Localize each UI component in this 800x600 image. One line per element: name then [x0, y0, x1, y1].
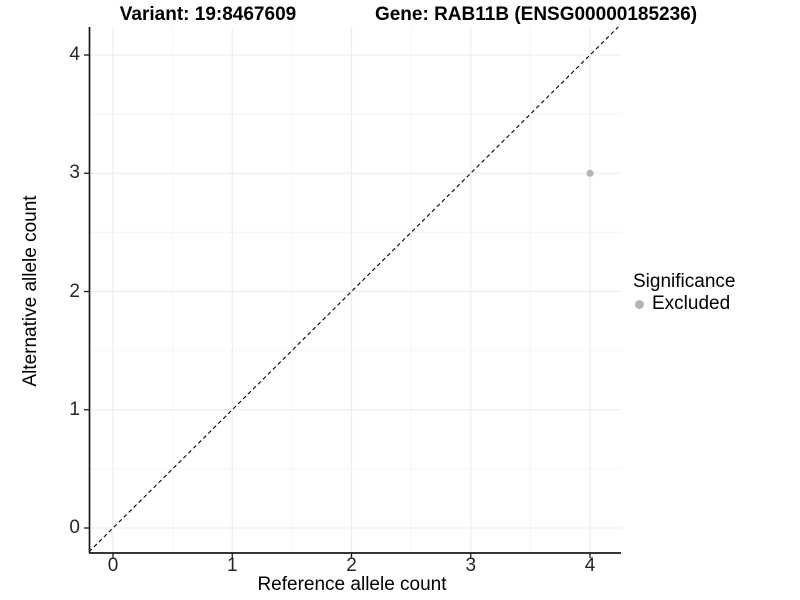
legend-item: Excluded — [635, 293, 735, 315]
x-axis-title: Reference allele count — [257, 574, 447, 595]
identity-line — [88, 26, 619, 553]
y-tick-label: 3 — [69, 162, 80, 184]
data-point — [586, 169, 594, 177]
y-tick-label: 4 — [69, 44, 80, 65]
plot-panel — [84, 26, 621, 558]
x-tick-label: 1 — [226, 555, 238, 576]
legend-items: Excluded — [633, 293, 735, 315]
legend-title: Significance — [633, 271, 736, 292]
y-tick-label: 0 — [69, 517, 80, 538]
gene-title: Gene: RAB11B (ENSG00000185236) — [374, 4, 698, 25]
x-tick-label: 3 — [465, 555, 477, 576]
x-tick-label: 4 — [584, 555, 596, 576]
legend: Significance Excluded — [633, 270, 735, 315]
legend-item-label: Excluded — [652, 293, 731, 314]
variant-title: Variant: 19:8467609 — [119, 4, 297, 25]
y-tick-label: 2 — [69, 280, 80, 302]
y-tick-label: 1 — [69, 398, 80, 420]
legend-key-dot-icon — [635, 299, 644, 309]
x-tick-label: 0 — [107, 555, 119, 576]
x-tick-label: 2 — [346, 555, 357, 576]
y-axis-title: Alternative allele count — [20, 195, 41, 387]
